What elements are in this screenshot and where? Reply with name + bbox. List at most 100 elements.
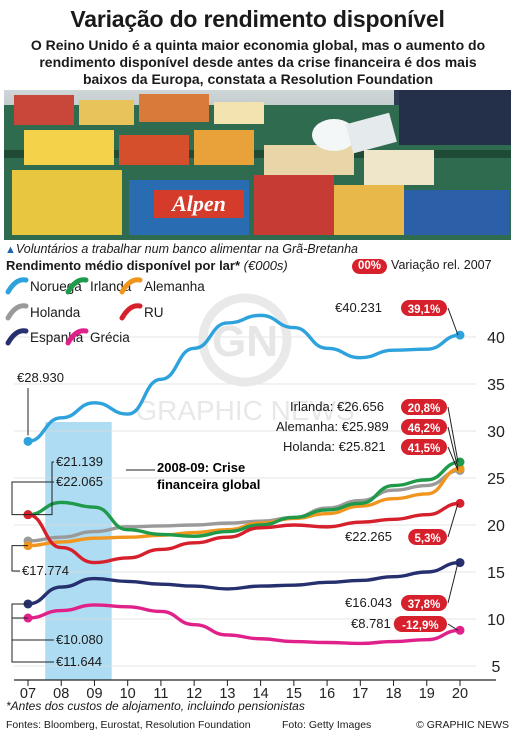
change-pill-sample: 00%: [352, 259, 388, 274]
start-label: €11.644: [56, 654, 102, 669]
end-label: €22.265: [345, 529, 392, 544]
change-pill: [401, 419, 447, 435]
crisis-band: [45, 422, 112, 680]
end-leader: [447, 406, 459, 463]
y-tick-label: 40: [487, 330, 505, 347]
end-point: [455, 330, 465, 340]
change-pill-text: 37,8%: [408, 599, 441, 611]
end-leader: [447, 446, 459, 471]
x-tick-label: 14: [253, 686, 269, 702]
end-leader: [447, 307, 459, 336]
change-key-text: Variação rel. 2007: [391, 258, 492, 272]
start-leader: [11, 545, 28, 572]
legend-label: Alemanha: [144, 279, 205, 294]
photo-credit: Foto: Getty Images: [282, 719, 372, 731]
alpen-box-text: Alpen: [170, 191, 226, 216]
x-tick-label: 20: [452, 686, 468, 702]
x-tick-label: 17: [352, 686, 368, 702]
change-pill: [401, 439, 447, 455]
x-tick-label: 08: [53, 686, 69, 702]
start-label: €17.774: [22, 563, 69, 578]
start-label: €28.930: [17, 370, 64, 385]
x-tick-label: 19: [419, 686, 435, 702]
series-line-alemanha: [26, 466, 462, 548]
triangle-icon: ▲: [5, 244, 16, 256]
caption-text: Voluntários a trabalhar num banco alimen…: [15, 242, 358, 256]
axes: 5 10 15 20 25 30 35 40 07 08 09 10 11 12 13 14 15 16 17 18 1…: [14, 330, 505, 702]
end-label: €40.231: [335, 300, 382, 315]
series-line-irlanda: [26, 460, 462, 538]
legend-swatch: [119, 303, 143, 321]
start-leader: [28, 461, 54, 516]
food-bank-photo: Alpen: [4, 90, 511, 240]
end-label: Irlanda: €26.656: [290, 399, 384, 414]
chart-title: Rendimento médio disponível por lar*: [6, 258, 241, 273]
legend-swatch: [5, 328, 29, 346]
crisis-label: financeira global: [157, 477, 260, 492]
watermark-text: GRAPHIC NEWS: [135, 395, 354, 426]
end-leader: [447, 426, 459, 469]
x-tick-label: 07: [20, 686, 36, 702]
change-pill-text: 20,8%: [408, 403, 441, 415]
watermark-logo: [198, 293, 292, 387]
x-tick-label: 18: [385, 686, 401, 702]
y-tick-label: 35: [487, 377, 505, 394]
crisis-label: 2008-09: Crise: [157, 460, 245, 475]
legend-swatch: [5, 277, 29, 295]
x-tick-label: 09: [86, 686, 102, 702]
change-pill-text: 41,5%: [408, 443, 441, 455]
change-key: 00% Variação rel. 2007: [352, 258, 492, 274]
change-pill: [401, 399, 447, 415]
start-leader: [11, 481, 54, 516]
food-bank-illustration: Alpen: [4, 90, 511, 240]
footnote: *Antes dos custos de alojamento, incluin…: [6, 699, 305, 713]
end-point: [455, 625, 465, 635]
crisis-band-rect: [45, 422, 112, 680]
legend-swatch: [65, 277, 89, 295]
start-point: [23, 436, 33, 446]
photo-caption: ▲Voluntários a trabalhar num banco alime…: [5, 242, 358, 256]
change-pill: [408, 529, 447, 545]
sources: Fontes: Bloomberg, Eurostat, Resolution …: [6, 719, 251, 731]
start-label: €22.065: [56, 474, 103, 489]
copyright: © GRAPHIC NEWS: [416, 719, 509, 731]
x-tick-label: 13: [219, 686, 235, 702]
legend-swatch: [5, 303, 29, 321]
series-line-noruega: [26, 313, 462, 444]
legend-label: Holanda: [30, 305, 81, 320]
series-line-ru: [26, 501, 462, 565]
page-title: Variação do rendimento disponível: [70, 6, 445, 32]
x-tick-label: 10: [120, 686, 136, 702]
x-tick-label: 16: [319, 686, 335, 702]
change-pill-text: 46,2%: [408, 423, 441, 435]
value-labels: 2008-09: Crise financeira global €28.930 €2…: [11, 300, 459, 669]
legend-swatch: [119, 277, 143, 295]
chart-heading: Rendimento médio disponível por lar* (€0…: [6, 258, 288, 273]
y-tick-label: 10: [487, 612, 505, 629]
y-tick-label: 25: [487, 471, 505, 488]
change-pill: [401, 595, 447, 611]
series-line-espanha: [26, 560, 462, 606]
end-leader: [447, 623, 459, 631]
start-label: €21.139: [56, 454, 103, 469]
end-label: Alemanha: €25.989: [276, 419, 389, 434]
page-subtitle: O Reino Unido é a quinta maior economia …: [30, 37, 486, 87]
change-pill-text: 39,1%: [408, 304, 441, 316]
change-pill-text: 5,3%: [414, 533, 440, 545]
series-line-grécia: [26, 603, 462, 646]
change-pill-text: -12,9%: [402, 620, 438, 632]
x-tick-label: 11: [153, 686, 168, 702]
y-tick-label: 15: [487, 565, 505, 582]
end-leader: [447, 503, 459, 538]
series-line-holanda: [26, 468, 462, 543]
start-label: €10.080: [56, 632, 103, 647]
change-pill: [393, 616, 447, 632]
chart-units: (€000s): [243, 258, 288, 273]
end-label: Holanda: €25.821: [283, 439, 386, 454]
legend-label: RU: [144, 305, 164, 320]
legend-label: Grécia: [90, 330, 130, 345]
start-leader: [11, 603, 54, 663]
